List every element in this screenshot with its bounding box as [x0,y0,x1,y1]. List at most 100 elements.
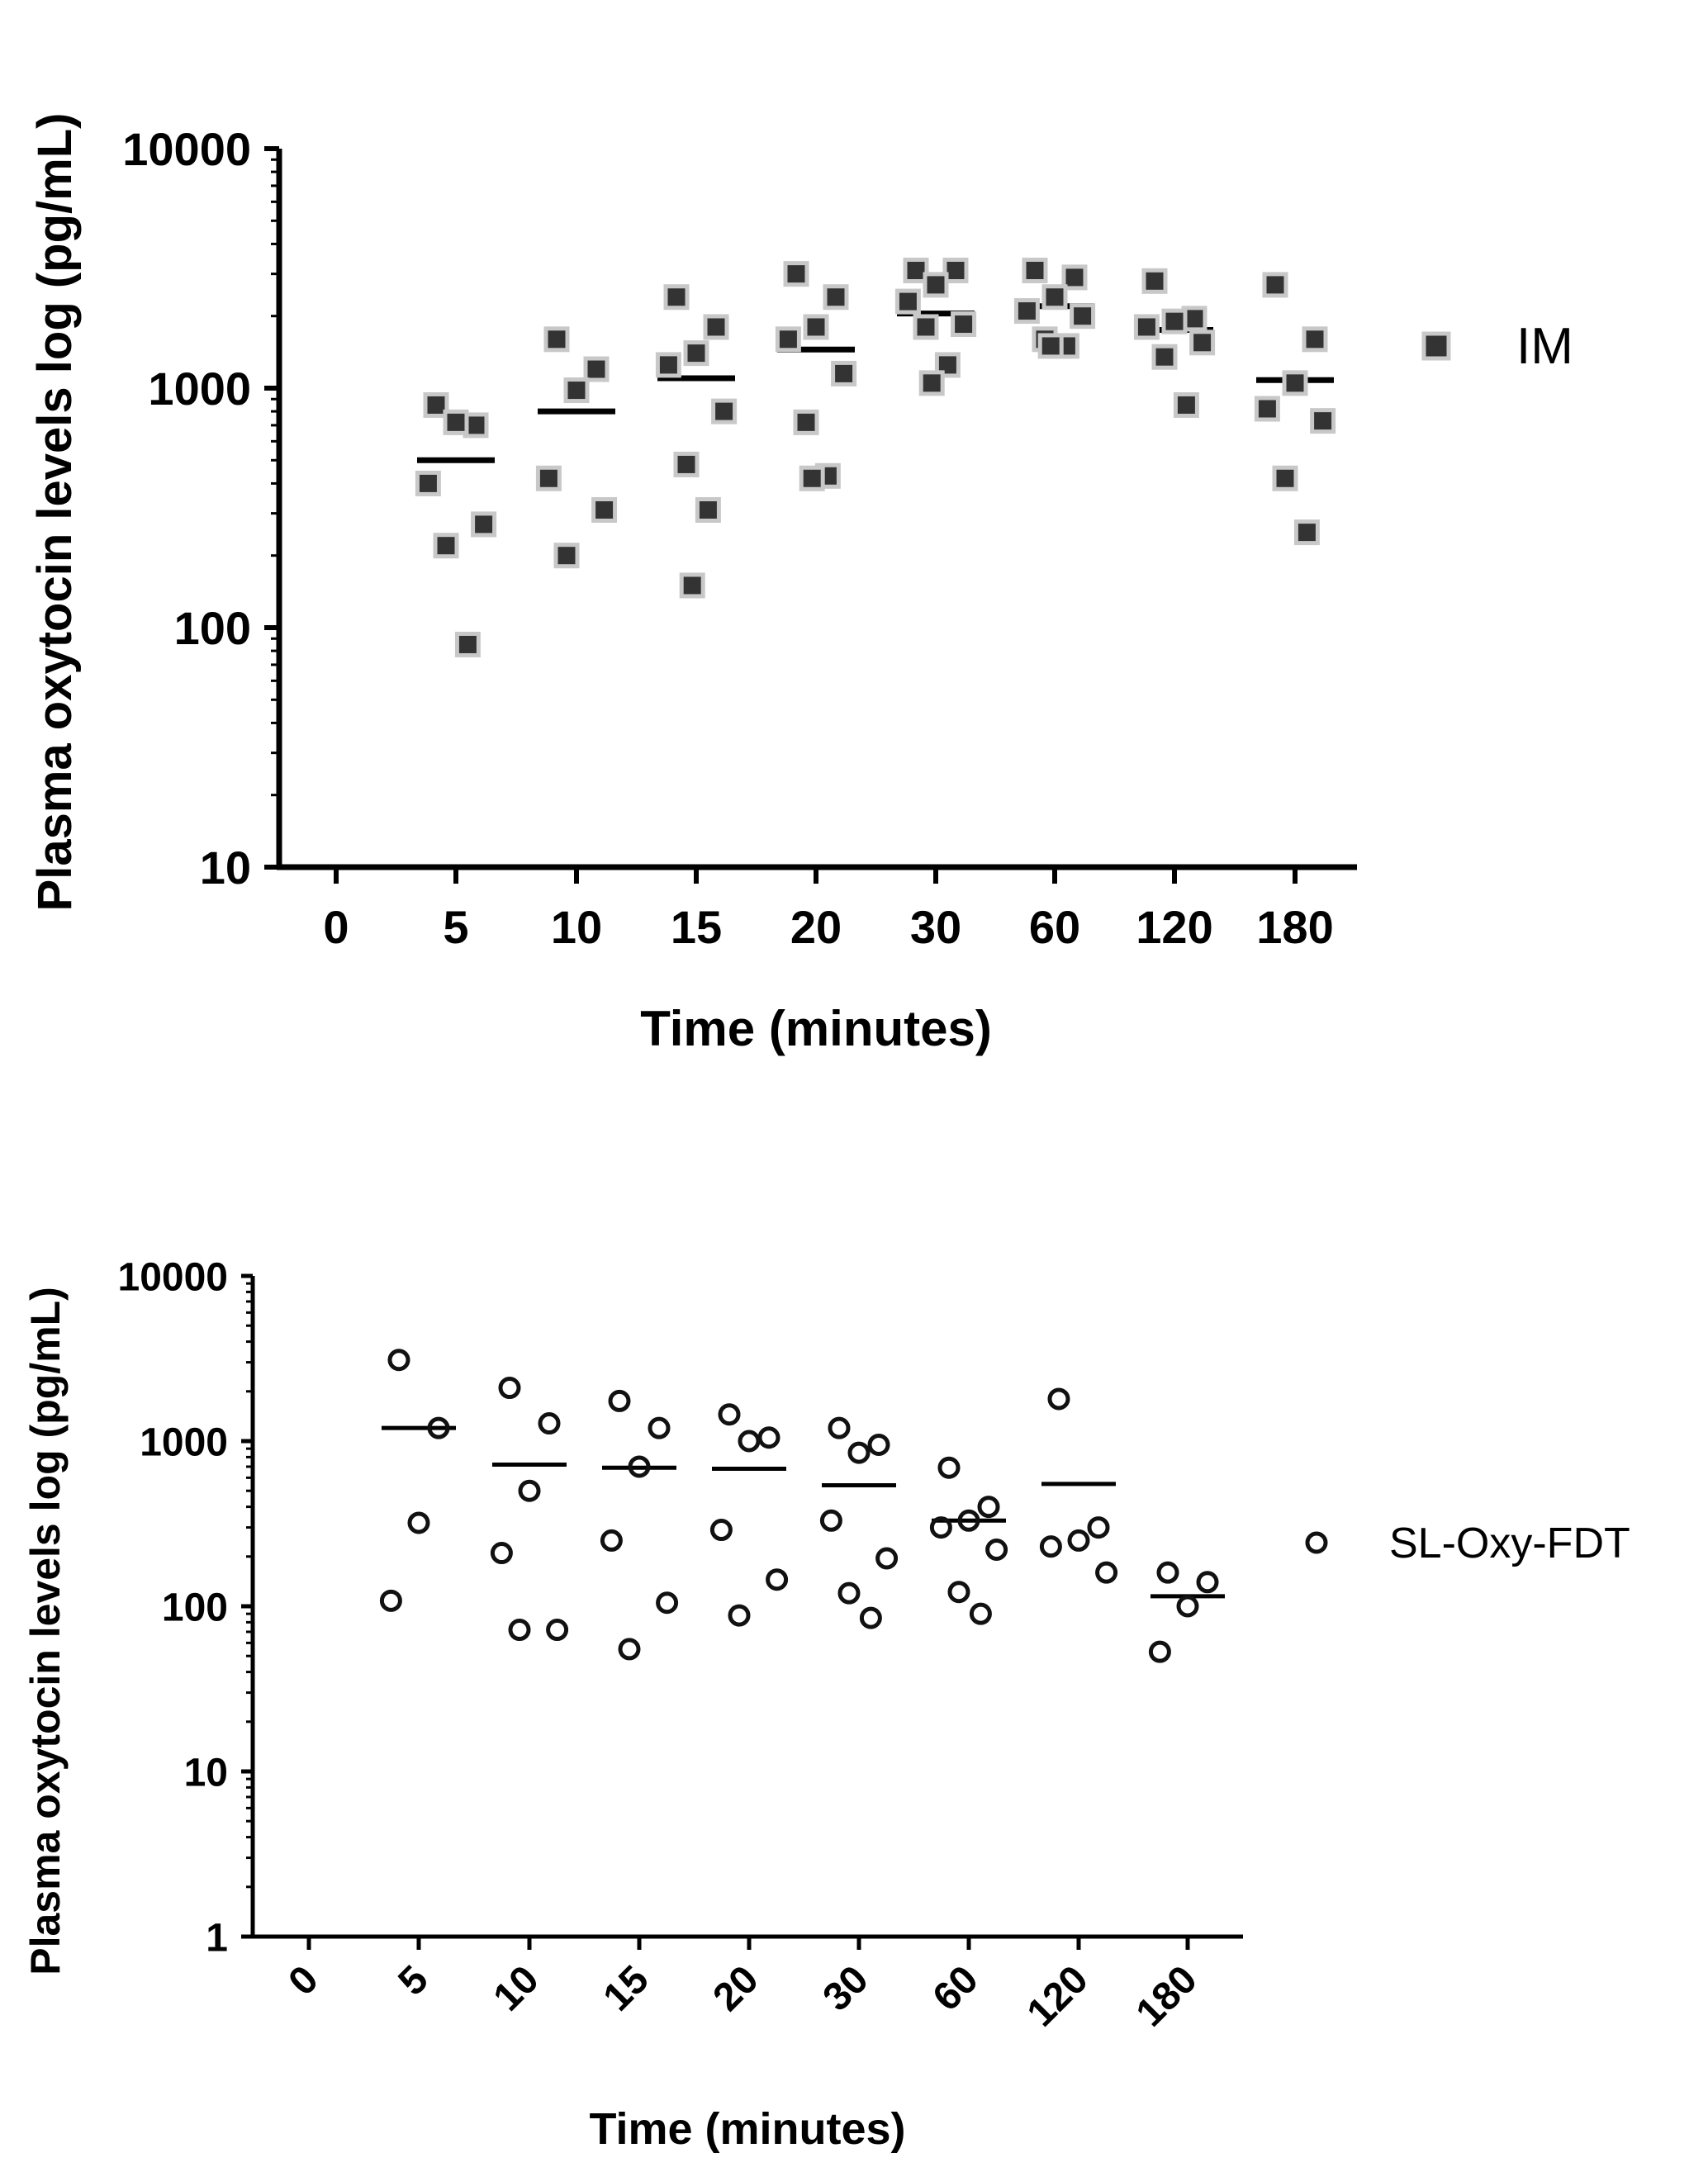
x-tick-label: 20 [790,901,842,953]
data-point-circle [1148,1640,1171,1663]
data-point-square [703,314,729,340]
legend-label: SL-Oxy-FDT [1389,1520,1630,1567]
x-tick-label: 0 [280,1957,326,2003]
y-tick-label: 10000 [118,1255,228,1299]
data-point-circle [628,1455,651,1478]
data-point-square [433,533,459,559]
y-tick-label: 10000 [122,123,251,175]
legend-marker-circle [1305,1531,1328,1554]
data-point-square [1173,391,1199,418]
data-point-square [951,311,977,338]
data-point-square [1302,326,1328,353]
legend-marker-square [1421,331,1451,361]
x-tick-label: 60 [1029,901,1080,953]
x-tick-label: 180 [1128,1957,1206,2035]
data-point-circle [957,1509,980,1532]
data-point-square [1161,308,1188,334]
data-point-square [471,511,497,538]
x-tick-labels: 0 5 10 15 20 30 60 120 180 [280,1957,1205,2035]
data-point-square [918,370,945,396]
data-point-circle [728,1604,751,1627]
data-point-square [1189,330,1216,356]
data-point-square [683,340,709,367]
data-point-square [695,497,721,524]
data-point-square [1013,298,1040,325]
x-tick-label: 30 [815,1957,877,2019]
data-point-square [454,631,481,657]
data-point-square [655,352,681,378]
x-tick-label: 5 [390,1957,436,2003]
data-point-circle [1047,1387,1070,1411]
data-point-circle [985,1539,1008,1562]
data-point-circle [929,1516,952,1539]
data-point-circle [546,1619,569,1642]
data-point-circle [538,1412,561,1435]
y-tick-label: 1000 [148,363,251,415]
x-axis-title: Time (minutes) [640,1001,992,1056]
data-point-square [803,314,829,340]
x-tick-labels: 0 5 10 15 20 30 60 120 180 [323,901,1333,953]
y-axis-title: Plasma oxytocin levels log (pg/mL) [28,113,82,912]
data-point-circle [969,1602,992,1625]
x-tick-label: 180 [1256,901,1333,953]
data-point-square [1037,333,1064,359]
y-tick-label: 10 [184,1751,228,1795]
data-point-circle [1039,1535,1062,1558]
x-tick-label: 5 [443,901,468,953]
data-point-circle [859,1606,882,1629]
legend: IM [1421,318,1573,375]
y-axis-title: Plasma oxytocin levels log (pg/mL) [22,1287,69,1975]
data-point-circle [387,1349,410,1372]
data-point-circle [1095,1561,1118,1584]
x-tick-label: 10 [551,901,602,953]
data-point-square [711,398,738,424]
data-point-square [1293,519,1320,546]
data-point-square [1310,408,1336,434]
data-point-square [663,284,690,311]
data-point-circle [1196,1571,1219,1594]
data-point-square [783,261,809,287]
data-point-circle [600,1529,623,1552]
data-points [379,1349,1219,1663]
legend-label: IM [1516,318,1573,375]
data-point-square [535,465,562,491]
y-tick-label: 1 [206,1916,228,1960]
data-point-circle [875,1547,899,1570]
x-tick-label: 0 [323,901,349,953]
data-point-square [591,497,618,524]
data-point-circle [518,1479,541,1502]
data-point-circle [837,1581,861,1605]
x-tick-label: 120 [1136,901,1212,953]
data-point-circle [709,1519,733,1542]
data-point-circle [379,1589,402,1612]
x-tick-label: 30 [910,901,961,953]
data-point-square [553,543,580,569]
data-point-square [1272,465,1298,491]
data-point-circle [498,1377,521,1400]
data-point-circle [947,1581,970,1604]
data-point-square [823,284,849,311]
data-point-circle [1176,1595,1199,1618]
data-point-square [1254,396,1280,422]
x-axis-ticks [334,867,1298,884]
y-tick-label: 100 [162,1586,228,1629]
x-tick-label: 10 [486,1957,548,2019]
data-point-circle [648,1416,671,1439]
y-tick-label: 1000 [140,1420,228,1464]
data-points [415,258,1336,657]
data-point-circle [738,1430,761,1453]
chart-im: 10 100 1000 10000 0 5 10 15 20 30 60 120 180 Plasma… [28,113,1573,1056]
data-point-square [1151,344,1178,370]
data-point-square [423,391,449,418]
data-point-circle [407,1511,430,1534]
chart-sl-oxy-fdt: 1 10 100 1000 10000 0 5 10 15 20 30 60 120 180 Plasm… [22,1255,1630,2154]
data-point-circle [427,1416,450,1439]
y-tick-labels: 10 100 1000 10000 [122,123,251,894]
data-point-square [775,326,801,353]
data-point-circle [819,1509,842,1532]
data-point-circle [1087,1516,1110,1539]
data-point-square [1262,272,1288,298]
data-point-square [934,352,961,378]
data-point-square [793,409,819,435]
data-point-square [443,409,469,435]
